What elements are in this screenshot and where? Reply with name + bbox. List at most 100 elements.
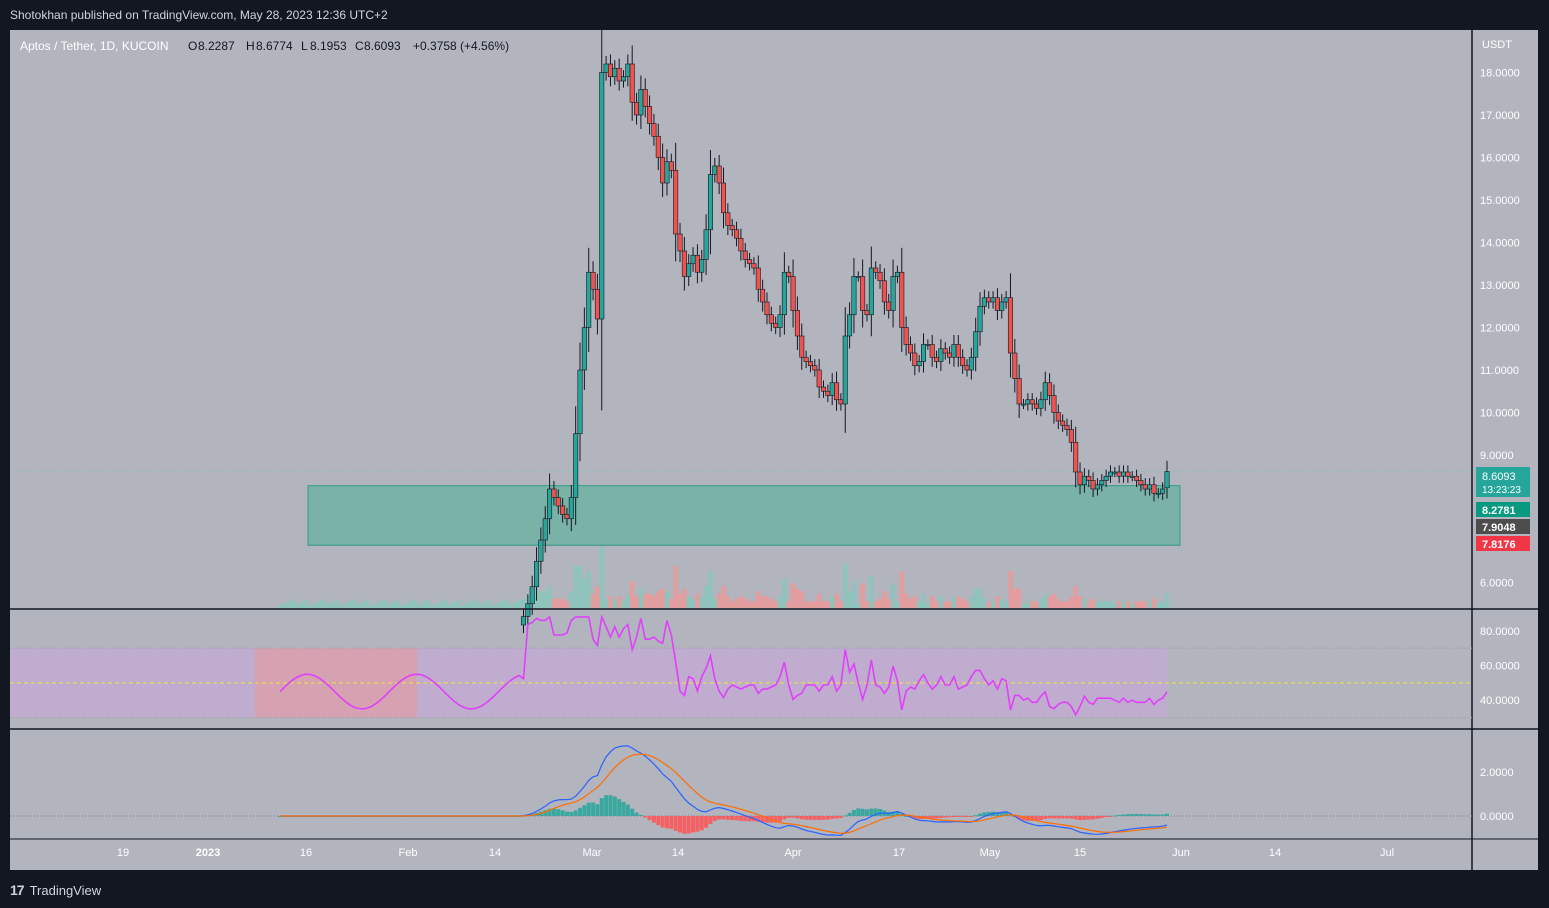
macd-histogram-bar bbox=[760, 815, 765, 823]
footer-brand[interactable]: TradingView bbox=[29, 882, 102, 898]
macd-histogram-bar bbox=[595, 804, 600, 816]
volume-bar bbox=[573, 566, 578, 608]
candle-body bbox=[668, 161, 674, 171]
rsi-tick-label: 40.0000 bbox=[1480, 695, 1520, 707]
macd-histogram-bar bbox=[730, 815, 735, 821]
candle-body bbox=[1094, 484, 1100, 490]
candle-body bbox=[742, 250, 748, 260]
candle-body bbox=[973, 331, 979, 358]
volume-bar bbox=[1069, 596, 1074, 608]
candle-body bbox=[790, 276, 796, 311]
volume-bar bbox=[916, 601, 922, 608]
volume-bar bbox=[1064, 601, 1070, 608]
volume-bar bbox=[903, 593, 909, 608]
price-tick-label: 15.0000 bbox=[1480, 195, 1520, 207]
volume-bar bbox=[1012, 588, 1018, 608]
macd-histogram-bar bbox=[864, 809, 869, 816]
volume-bar bbox=[538, 591, 544, 608]
macd-histogram-bar bbox=[804, 815, 809, 820]
volume-bar bbox=[629, 581, 635, 608]
volume-bar bbox=[282, 603, 287, 608]
candle-body bbox=[1064, 424, 1070, 430]
price-chart[interactable]: 6.0000 9.0000 10.0000 11.0000 12.0000 13.0000… bbox=[10, 0, 1538, 870]
candle-body bbox=[942, 348, 948, 354]
red-price-tag: 7.8176 bbox=[1482, 539, 1516, 551]
macd-histogram-bar bbox=[1069, 815, 1074, 819]
volume-bar bbox=[451, 602, 457, 608]
volume-bar bbox=[782, 578, 787, 608]
candle-body bbox=[907, 344, 913, 354]
candle-body bbox=[777, 314, 783, 328]
volume-bar bbox=[616, 596, 622, 608]
volume-bar bbox=[969, 596, 974, 608]
macd-histogram-bar bbox=[747, 815, 752, 822]
macd-histogram-bar bbox=[1004, 812, 1009, 816]
support-zone bbox=[307, 485, 1181, 546]
volume-bar bbox=[851, 581, 857, 608]
candle-body bbox=[725, 212, 731, 226]
candle-body bbox=[912, 352, 918, 367]
volume-bar bbox=[464, 603, 470, 608]
candle-body bbox=[938, 348, 944, 362]
volume-bar bbox=[551, 598, 557, 608]
volume-bar bbox=[1156, 603, 1161, 608]
volume-bar bbox=[1086, 601, 1091, 608]
gray-price-tag-bg bbox=[1476, 519, 1530, 534]
candle-body bbox=[986, 297, 992, 303]
macd-histogram-bar bbox=[604, 795, 609, 816]
volume-bar bbox=[421, 602, 426, 608]
candle-body bbox=[999, 301, 1005, 311]
candle-body bbox=[603, 63, 609, 73]
volume-bar bbox=[299, 602, 304, 608]
tradingview-logo-icon[interactable]: 17 bbox=[10, 882, 25, 898]
candle-body bbox=[977, 305, 983, 333]
macd-histogram-bar bbox=[1147, 814, 1152, 816]
volume-bar bbox=[456, 600, 461, 608]
volume-bar bbox=[656, 591, 661, 608]
candle-body bbox=[625, 63, 631, 78]
volume-bar bbox=[1034, 601, 1039, 608]
volume-bar bbox=[751, 601, 757, 608]
volume-bar bbox=[830, 596, 835, 608]
macd-histogram-bar bbox=[725, 815, 730, 820]
volume-bar bbox=[364, 600, 370, 608]
macd-histogram-bar bbox=[543, 810, 548, 816]
candle-body bbox=[803, 356, 809, 362]
volume-bar bbox=[473, 599, 478, 608]
candle-body bbox=[877, 271, 883, 282]
macd-histogram-bar bbox=[551, 808, 556, 816]
macd-histogram-bar bbox=[1086, 815, 1091, 820]
macd-histogram-bar bbox=[1073, 815, 1078, 820]
volume-bar bbox=[982, 598, 987, 608]
macd-histogram-bar bbox=[764, 815, 769, 823]
volume-bar bbox=[1021, 603, 1026, 608]
currency-label: USDT bbox=[1482, 39, 1512, 51]
candle-body bbox=[1155, 492, 1161, 495]
volume-bar bbox=[986, 601, 991, 608]
candle-body bbox=[738, 237, 744, 252]
volume-bar bbox=[638, 588, 644, 608]
volume-bar bbox=[595, 586, 600, 608]
volume-bar bbox=[512, 602, 517, 608]
candle-body bbox=[981, 297, 987, 307]
volume-bar bbox=[329, 602, 335, 608]
candle-body bbox=[964, 365, 970, 371]
chart-panel[interactable]: 6.0000 9.0000 10.0000 11.0000 12.0000 13.0000… bbox=[10, 0, 1538, 870]
volume-bar bbox=[634, 596, 639, 608]
volume-bar bbox=[1130, 603, 1135, 608]
volume-bar bbox=[956, 596, 961, 608]
candle-body bbox=[1138, 480, 1144, 486]
candle-body bbox=[729, 225, 735, 231]
macd-histogram-bar bbox=[721, 815, 726, 820]
volume-bar bbox=[503, 599, 509, 608]
macd-histogram-bar bbox=[917, 815, 922, 820]
volume-bar bbox=[838, 601, 844, 608]
macd-histogram-bar bbox=[951, 815, 956, 817]
volume-bar bbox=[621, 601, 626, 608]
time-tick-label: 2023 bbox=[196, 847, 220, 859]
volume-bar bbox=[690, 598, 696, 608]
volume-bar bbox=[816, 593, 822, 608]
volume-bar bbox=[960, 598, 965, 608]
volume-bar bbox=[834, 593, 839, 608]
candle-body bbox=[1164, 471, 1170, 489]
